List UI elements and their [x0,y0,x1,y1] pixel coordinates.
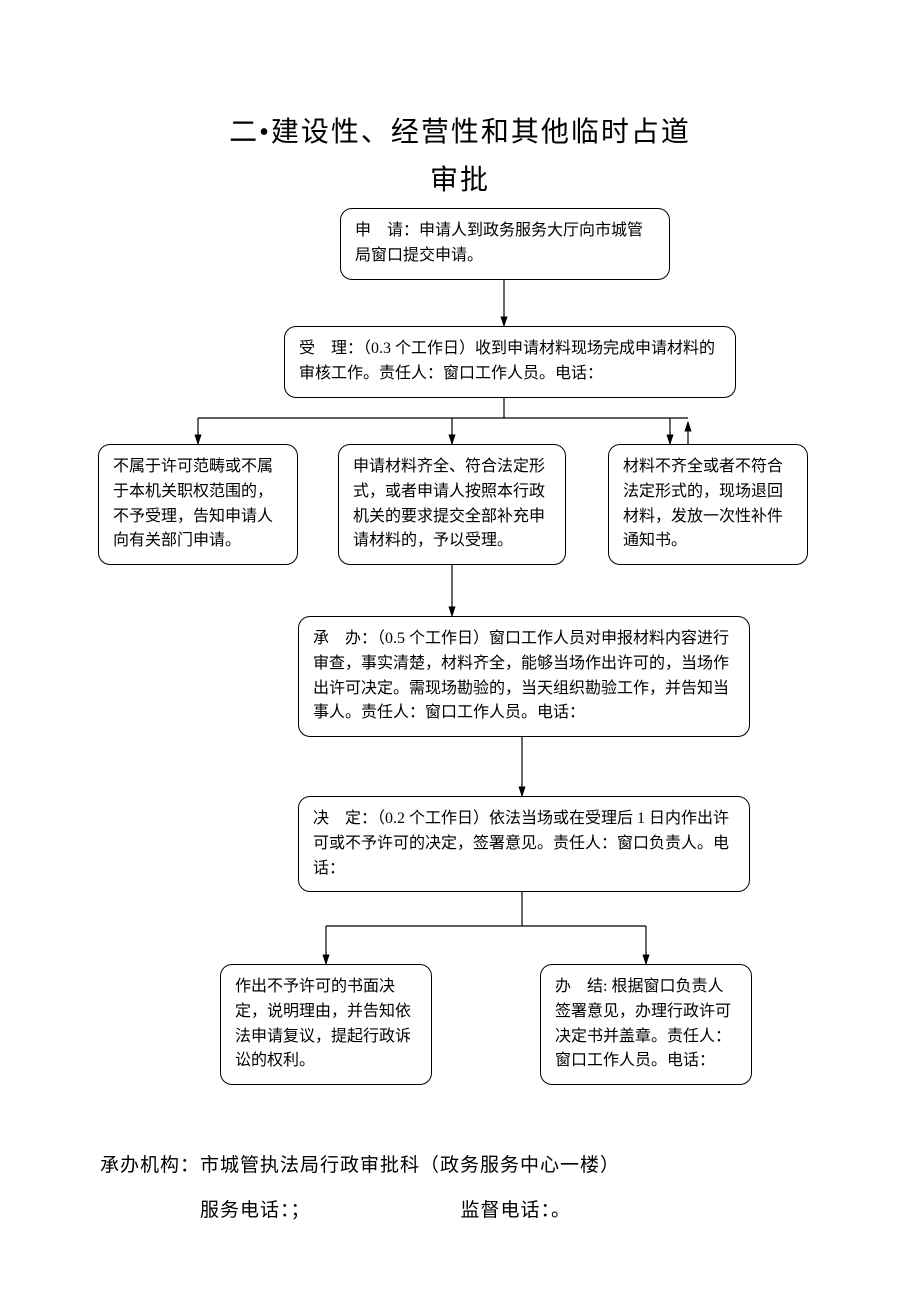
page-title: 二•建设性、经营性和其他临时占道 [60,110,860,150]
footer-agency: 承办机构：市城管执法局行政审批科（政务服务中心一楼） [100,1150,860,1177]
node-decide: 决 定：（0.2 个工作日）依法当场或在受理后 1 日内作出许可或不予许可的决定… [298,796,750,892]
node-complete: 办 结: 根据窗口负责人签署意见，办理行政许可决定书并盖章。责任人：窗口工作人员… [540,964,752,1085]
node-materials-complete: 申请材料齐全、符合法定形式，或者申请人按照本行政机关的要求提交全部补充申请材料的… [338,444,566,565]
footer-supervise-phone: 监督电话：。 [461,1195,572,1222]
page-subtitle: 审批 [60,158,860,198]
node-accept: 受 理：（0.3 个工作日）收到申请材料现场完成申请材料的审核工作。责任人：窗口… [284,326,736,398]
node-reject-scope: 不属于许可范畴或不属于本机关职权范围的，不予受理，告知申请人向有关部门申请。 [98,444,298,565]
footer-phones: 服务电话：； 监督电话：。 [60,1195,860,1222]
node-process: 承 办：（0.5 个工作日）窗口工作人员对申报材料内容进行审查，事实清楚，材料齐… [298,616,750,737]
flowchart-container: 申 请：申请人到政务服务大厅向市城管局窗口提交申请。 受 理：（0.3 个工作日… [60,208,860,1138]
footer-service-phone: 服务电话：； [200,1195,311,1222]
node-apply: 申 请：申请人到政务服务大厅向市城管局窗口提交申请。 [340,208,670,280]
node-deny-written: 作出不予许可的书面决定，说明理由，并告知依法申请复议，提起行政诉讼的权利。 [220,964,432,1085]
node-materials-incomplete: 材料不齐全或者不符合法定形式的，现场退回材料，发放一次性补件通知书。 [608,444,808,565]
